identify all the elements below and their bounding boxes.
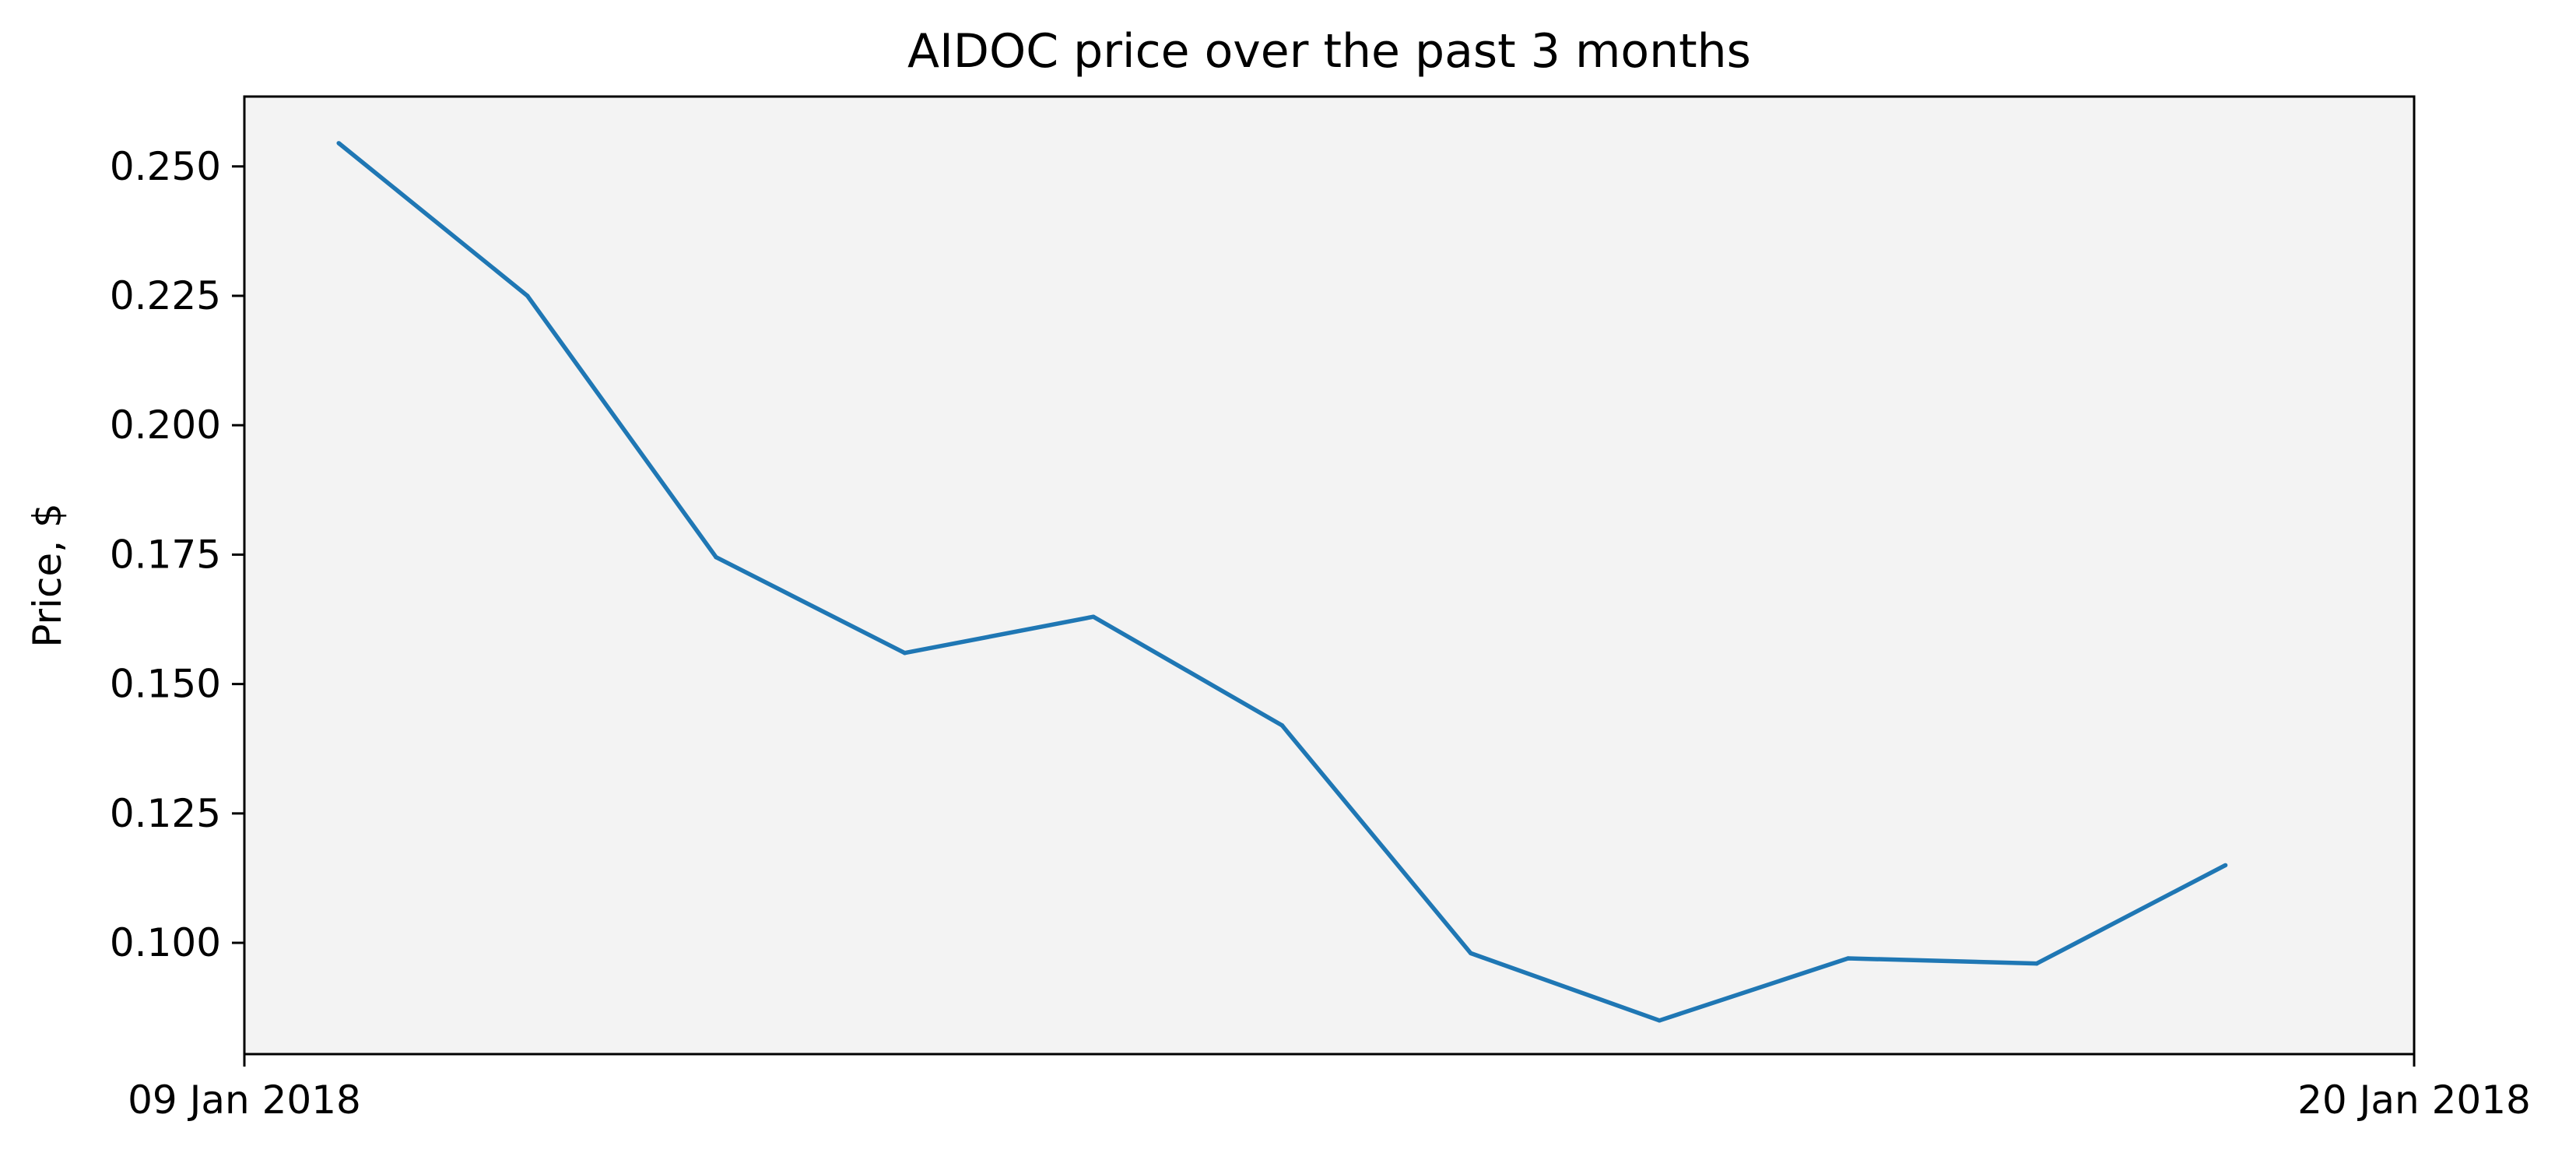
y-tick-label: 0.100: [110, 920, 221, 965]
data-point: [2223, 863, 2228, 868]
data-point: [1657, 1018, 1662, 1023]
data-point: [902, 650, 907, 656]
data-point: [1845, 956, 1851, 961]
data-point: [1279, 723, 1285, 728]
y-tick-label: 0.225: [110, 273, 221, 318]
plot-frame: [243, 95, 2416, 1056]
y-axis-label: Price, $: [25, 503, 70, 648]
data-point: [1091, 614, 1096, 619]
y-tick-label: 0.175: [110, 532, 221, 577]
data-point: [2034, 961, 2039, 966]
plot-area: [244, 97, 2414, 1054]
data-point: [336, 141, 341, 146]
y-tick-label: 0.200: [110, 402, 221, 448]
x-axis-ticks: 09 Jan 2018 20 Jan 2018: [128, 1054, 2531, 1123]
y-tick-label: 0.250: [110, 144, 221, 189]
chart-title: AIDOC price over the past 3 months: [907, 24, 1751, 79]
y-tick-label: 0.125: [110, 791, 221, 836]
x-tick-label: 20 Jan 2018: [2297, 1077, 2531, 1123]
y-axis-ticks: 0.100 0.125 0.150 0.175 0.200 0.225 0.250: [110, 144, 244, 965]
data-point: [714, 554, 718, 560]
y-tick-label: 0.150: [110, 662, 221, 707]
data-point: [525, 294, 530, 298]
x-tick-label: 09 Jan 2018: [128, 1077, 361, 1123]
data-point: [1469, 951, 1473, 956]
series-layer: [336, 141, 2228, 1023]
